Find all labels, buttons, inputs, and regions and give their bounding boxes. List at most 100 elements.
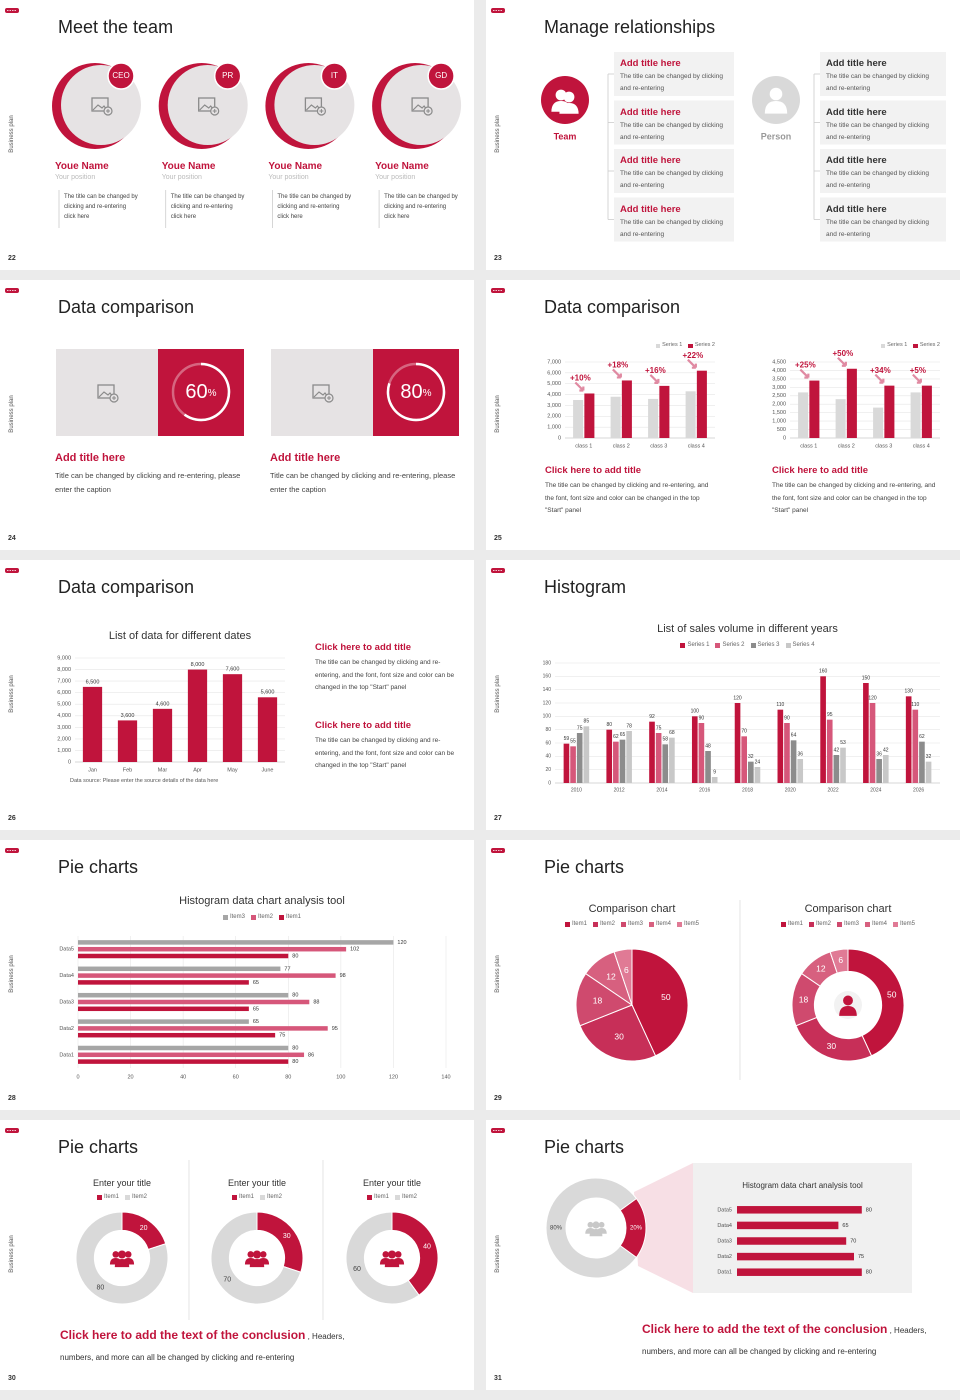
y-tick-label: 0 (783, 435, 786, 441)
legend-item: Item2 (808, 920, 831, 928)
y-tick-label: Data1 (717, 1270, 732, 1276)
y-tick-label: 0 (68, 759, 71, 765)
member-text: The title can be changed by clicking and… (64, 194, 138, 220)
x-tick-label: 2014 (656, 787, 667, 793)
value-label: 4,600 (156, 701, 170, 707)
bar (798, 392, 809, 438)
y-tick-label: 40 (545, 754, 551, 760)
y-tick-label: 80 (545, 727, 551, 733)
slice-label: 30 (827, 1041, 837, 1051)
slide-title: Data comparison (58, 297, 195, 317)
value-label: 86 (308, 1052, 314, 1058)
bar (613, 741, 619, 783)
x-tick-label: 2024 (870, 787, 881, 793)
legend-item: Item2 (395, 1193, 417, 1201)
bar (846, 368, 857, 438)
pie-slice (613, 948, 633, 1006)
panel-heading: Add title here (270, 452, 341, 464)
pie-slice (829, 948, 849, 974)
legend-label: Item4 (872, 921, 888, 927)
value-label: 42 (883, 747, 889, 753)
y-tick-label: 0 (558, 435, 561, 441)
bar (573, 400, 584, 438)
chart-title: Histogram data chart analysis tool (179, 895, 345, 907)
page-number: 28 (8, 1095, 16, 1102)
pie-slice (579, 1004, 657, 1062)
value-label: 32 (926, 754, 932, 760)
value-label: 78 (626, 723, 632, 729)
y-tick-label: Data2 (717, 1254, 732, 1260)
x-tick-label: 120 (389, 1074, 398, 1080)
legend-label: Item1 (238, 1194, 254, 1200)
ring-unit: % (423, 388, 432, 399)
page-number: 23 (494, 255, 502, 262)
person-icon (589, 1229, 603, 1237)
bar (187, 669, 208, 762)
y-tick-label: 3,000 (57, 725, 71, 731)
legend-item: Series 1 (655, 342, 682, 350)
badge (320, 62, 349, 90)
group-label: Person (761, 131, 792, 141)
legend: Item1 Item2 (332, 1193, 452, 1201)
legend-swatch (655, 343, 661, 348)
side-label: Business plan (495, 675, 501, 713)
slide: 0 20 40 60 80 100 120 140 Data1 80 86 80 Data2 65 95 75… (0, 840, 474, 1110)
y-tick-label: 2,000 (772, 402, 786, 408)
item-text: The title can be changed by clicking and… (826, 170, 929, 189)
slide-canvas: Team Person (491, 8, 946, 242)
bar (873, 407, 884, 438)
bar (78, 1052, 305, 1058)
legend-item: Item2 (125, 1193, 147, 1201)
bar (583, 726, 590, 783)
bar (919, 741, 925, 783)
legend-item: Series 2 (715, 641, 745, 649)
y-tick-label: 4,000 (772, 368, 786, 374)
slide: CEO PR IT GD Meet the team Business plan 22 You… (0, 0, 474, 270)
legend-swatch (260, 1194, 265, 1200)
legend-label: Item2 (815, 921, 831, 927)
value-label: 65 (253, 1019, 259, 1025)
value-label: 95 (827, 712, 833, 718)
legend-label: Item3 (627, 921, 643, 927)
y-tick-label: 0 (548, 780, 551, 786)
legend-swatch (715, 642, 721, 648)
item-title: Add title here (620, 106, 681, 118)
slice-label: 50 (887, 990, 897, 1000)
group-label: Team (554, 131, 577, 141)
image-icon (412, 104, 428, 111)
bar (869, 703, 876, 783)
bar (685, 391, 696, 438)
pie-slice (391, 1211, 439, 1296)
y-tick-label: 7,000 (547, 359, 561, 365)
y-tick-label: 5,000 (57, 702, 71, 708)
slide: 20 80 30 70 40 60 Pie charts Business plan 30 Ent… (0, 1120, 474, 1390)
legend-item: Item4 (649, 920, 671, 928)
value-label: 75 (858, 1254, 864, 1260)
legend-label: Series 2 (919, 342, 940, 348)
y-tick-label: 120 (543, 700, 552, 706)
value-label: 80 (292, 953, 298, 959)
legend-swatch (893, 921, 899, 927)
ring-value-label: 60 (185, 381, 207, 403)
conclusion-text: , Headers, numbers, and more can all be … (60, 1332, 345, 1362)
slice-label: 80% (550, 1226, 563, 1232)
legend-item: Item2 (260, 1193, 282, 1201)
bar (78, 1032, 276, 1038)
slide-canvas: 0 1,000 2,000 3,000 4,000 5,000 6,000 7,000 8,00… (5, 568, 285, 773)
x-tick-label: Jan (88, 767, 97, 773)
value-label: 80 (292, 993, 298, 999)
image-icon (305, 104, 321, 111)
bar (737, 1252, 854, 1261)
legend-swatch (780, 921, 786, 927)
value-label: 36 (876, 751, 882, 757)
connector (634, 1163, 693, 1293)
bar (78, 940, 394, 945)
item-box (820, 149, 946, 193)
image-panel (271, 349, 373, 436)
legend: Item3 Item2 Item1 (78, 913, 446, 921)
item-title: Add title here (826, 58, 887, 69)
legend-swatch (808, 921, 814, 927)
image-icon (112, 396, 116, 400)
slide-title: Manage relationships (544, 17, 716, 37)
